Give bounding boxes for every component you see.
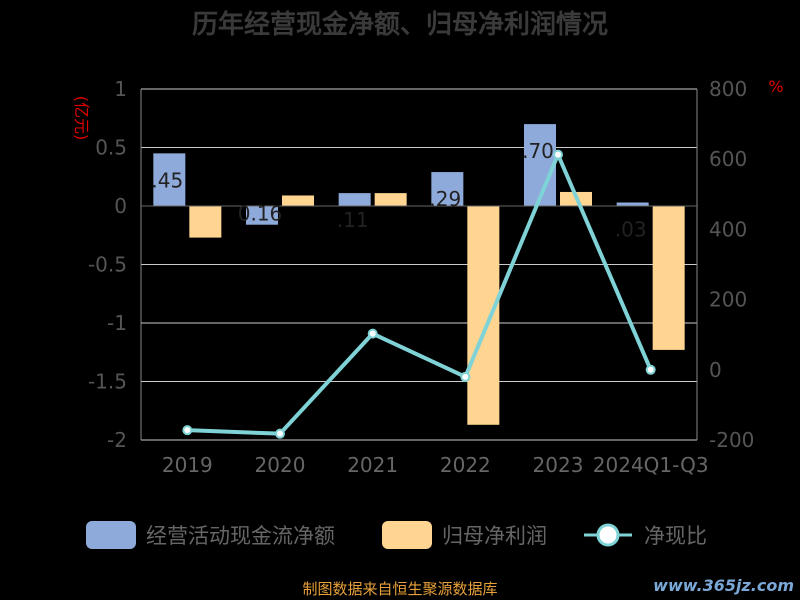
left-tick-label: -2 — [107, 428, 127, 452]
cash-flow-bar — [431, 172, 464, 206]
right-tick-label: 200 — [709, 288, 747, 312]
right-axis-unit: % — [768, 77, 783, 96]
net-profit-bar — [374, 193, 407, 206]
net-profit-bar — [467, 206, 500, 425]
ratio-point — [553, 149, 563, 160]
left-tick-label: 0 — [114, 194, 127, 218]
net-profit-bar — [282, 195, 314, 206]
ratio-point — [367, 328, 378, 339]
legend-label: 归母净利润 — [442, 524, 547, 548]
left-axis-ticks: 1 0.5 0 -0.5 -1 -1.5 -2 — [88, 77, 127, 452]
left-tick-label: 0.5 — [95, 136, 127, 160]
right-axis-ticks: 800 600 400 200 0 -200 — [709, 77, 754, 452]
ratio-point — [460, 371, 471, 382]
cash-flow-data-label: 0.16 — [238, 202, 283, 226]
legend-label: 经营活动现金流净额 — [146, 524, 335, 548]
watermark: www.365jz.com — [653, 576, 794, 595]
cash-flow-bar — [524, 124, 556, 206]
right-tick-label: 0 — [709, 358, 722, 382]
right-tick-label: 400 — [709, 217, 747, 241]
cash-flow-data-label: .11 — [337, 208, 369, 232]
axes — [140, 89, 698, 440]
ratio-point — [275, 428, 285, 439]
left-tick-label: -1 — [107, 311, 127, 335]
ratio-point — [182, 425, 193, 436]
ratio-line — [187, 152, 653, 436]
chart-title: 历年经营现金净额、归母净利润情况 — [192, 9, 608, 40]
data-labels: .45 0.16 .11 .29 .70 .03 — [151, 139, 646, 241]
right-tick-label: 800 — [709, 77, 747, 101]
right-tick-label: 600 — [709, 147, 747, 171]
x-tick-label: 2020 — [255, 453, 306, 477]
cash-flow-bar — [616, 202, 649, 206]
x-tick-label: 2021 — [347, 453, 398, 477]
left-tick-label: -0.5 — [88, 253, 127, 277]
cash-flow-bar — [246, 206, 278, 225]
cash-flow-bar — [338, 193, 371, 206]
x-tick-label: 2022 — [440, 453, 491, 477]
gridlines — [141, 88, 697, 441]
left-tick-label: 1 — [114, 77, 127, 101]
x-axis-ticks: 2019 2020 2021 2022 2023 2024Q1-Q3 — [162, 453, 709, 477]
legend-swatch — [382, 521, 432, 549]
ratio-point — [645, 364, 656, 375]
legend-marker — [596, 523, 620, 547]
cash-flow-bar — [153, 153, 186, 206]
net-profit-bar — [652, 206, 685, 350]
x-tick-label: 2023 — [533, 453, 584, 477]
cash-flow-data-label: .70 — [522, 139, 554, 163]
net-profit-bar — [189, 206, 222, 238]
bar-series — [153, 124, 685, 425]
legend-swatch — [86, 521, 136, 549]
left-tick-label: -1.5 — [88, 370, 127, 394]
x-tick-label: 2019 — [162, 453, 213, 477]
legend-label: 净现比 — [644, 524, 707, 548]
x-tick-label: 2024Q1-Q3 — [593, 453, 709, 477]
cash-flow-data-label: .45 — [151, 168, 183, 192]
cash-flow-data-label: .03 — [615, 217, 647, 241]
right-tick-label: -200 — [709, 428, 754, 452]
ratio-line-series — [182, 149, 656, 439]
source-note: 制图数据来自恒生聚源数据库 — [302, 580, 498, 598]
left-axis-unit: (亿元) — [72, 96, 91, 141]
legend: 经营活动现金流净额 归母净利润 净现比 — [86, 521, 707, 549]
cash-flow-data-label: .29 — [429, 187, 461, 211]
